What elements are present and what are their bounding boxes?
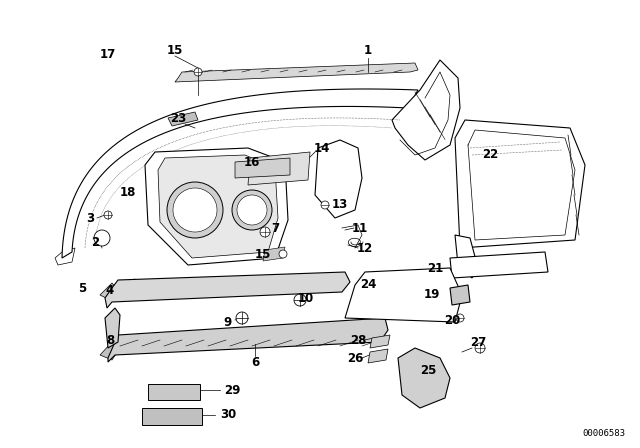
Circle shape xyxy=(167,182,223,238)
Circle shape xyxy=(475,343,485,353)
Text: 16: 16 xyxy=(244,155,260,168)
Polygon shape xyxy=(368,349,388,363)
Text: 18: 18 xyxy=(120,185,136,198)
Text: 25: 25 xyxy=(420,363,436,376)
Polygon shape xyxy=(145,148,288,265)
Text: 21: 21 xyxy=(427,262,443,275)
Polygon shape xyxy=(455,235,478,278)
Text: 4: 4 xyxy=(106,284,114,297)
Polygon shape xyxy=(450,285,470,305)
Text: 8: 8 xyxy=(106,333,114,346)
Polygon shape xyxy=(108,318,388,362)
Polygon shape xyxy=(315,140,362,218)
Polygon shape xyxy=(100,283,118,300)
Text: 12: 12 xyxy=(357,241,373,254)
Circle shape xyxy=(232,190,272,230)
Circle shape xyxy=(456,314,464,322)
Polygon shape xyxy=(105,272,350,308)
Text: 15: 15 xyxy=(167,43,183,56)
Polygon shape xyxy=(175,63,418,82)
Text: 23: 23 xyxy=(170,112,186,125)
Text: 17: 17 xyxy=(100,48,116,61)
Circle shape xyxy=(260,227,270,237)
Circle shape xyxy=(237,195,267,225)
Text: 15: 15 xyxy=(255,249,271,262)
Text: 13: 13 xyxy=(332,198,348,211)
Circle shape xyxy=(321,201,329,209)
Polygon shape xyxy=(235,158,290,178)
Circle shape xyxy=(173,188,217,232)
Circle shape xyxy=(294,294,306,306)
Polygon shape xyxy=(455,120,585,248)
Circle shape xyxy=(279,250,287,258)
Text: 2: 2 xyxy=(91,236,99,249)
Polygon shape xyxy=(168,112,198,126)
Text: 9: 9 xyxy=(224,315,232,328)
Polygon shape xyxy=(392,60,460,160)
Text: 1: 1 xyxy=(364,43,372,56)
Polygon shape xyxy=(158,155,278,258)
Text: 27: 27 xyxy=(470,336,486,349)
Polygon shape xyxy=(100,342,120,360)
Polygon shape xyxy=(370,335,390,348)
Text: 20: 20 xyxy=(444,314,460,327)
Text: 30: 30 xyxy=(220,409,236,422)
Circle shape xyxy=(94,230,110,246)
Polygon shape xyxy=(450,252,548,278)
Polygon shape xyxy=(148,384,200,400)
Polygon shape xyxy=(105,308,120,348)
Polygon shape xyxy=(398,348,450,408)
Circle shape xyxy=(236,312,248,324)
Text: 24: 24 xyxy=(360,279,376,292)
Polygon shape xyxy=(142,408,202,425)
Text: 29: 29 xyxy=(224,383,240,396)
Text: 14: 14 xyxy=(314,142,330,155)
Polygon shape xyxy=(345,268,462,322)
Circle shape xyxy=(104,211,112,219)
Circle shape xyxy=(194,68,202,76)
Polygon shape xyxy=(62,89,418,258)
Polygon shape xyxy=(55,248,75,265)
Polygon shape xyxy=(248,152,310,185)
Text: 19: 19 xyxy=(424,289,440,302)
Text: 7: 7 xyxy=(271,221,279,234)
Text: 5: 5 xyxy=(78,281,86,294)
Text: 22: 22 xyxy=(482,148,498,161)
Text: 00006583: 00006583 xyxy=(582,429,625,438)
Text: 3: 3 xyxy=(86,211,94,224)
Text: 10: 10 xyxy=(298,292,314,305)
Polygon shape xyxy=(263,247,285,261)
Text: 6: 6 xyxy=(251,356,259,369)
Text: 11: 11 xyxy=(352,221,368,234)
Text: 26: 26 xyxy=(347,352,363,365)
Text: 28: 28 xyxy=(350,333,366,346)
